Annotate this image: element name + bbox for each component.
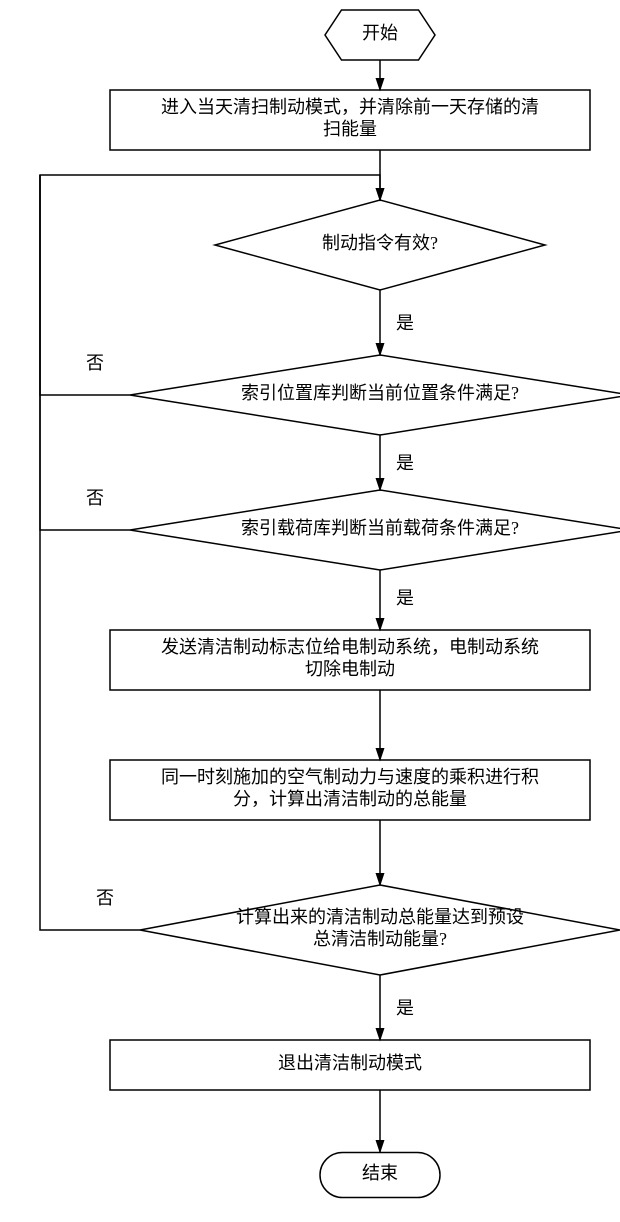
svg-text:制动指令有效?: 制动指令有效?: [322, 233, 438, 253]
edge-label-7: 是: [396, 998, 414, 1018]
svg-text:结束: 结束: [362, 1163, 398, 1183]
svg-text:总清洁制动能量?: 总清洁制动能量?: [313, 929, 447, 949]
svg-text:索引载荷库判断当前载荷条件满足?: 索引载荷库判断当前载荷条件满足?: [241, 518, 519, 538]
edge-label-11: 否: [96, 888, 114, 908]
edge-label-9: 否: [86, 353, 104, 373]
svg-text:发送清洁制动标志位给电制动系统，电制动系统: 发送清洁制动标志位给电制动系统，电制动系统: [161, 637, 539, 657]
svg-text:扫能量: 扫能量: [323, 119, 377, 139]
svg-text:同一时刻施加的空气制动力与速度的乘积进行积: 同一时刻施加的空气制动力与速度的乘积进行积: [161, 767, 539, 787]
svg-text:退出清洁制动模式: 退出清洁制动模式: [278, 1053, 422, 1073]
svg-text:计算出来的清洁制动总能量达到预设: 计算出来的清洁制动总能量达到预设: [236, 907, 524, 927]
edge-10: [40, 175, 130, 530]
edge-label-10: 否: [86, 488, 104, 508]
edge-label-2: 是: [396, 313, 414, 333]
svg-text:索引位置库判断当前位置条件满足?: 索引位置库判断当前位置条件满足?: [241, 383, 519, 403]
svg-text:进入当天清扫制动模式，并清除前一天存储的清: 进入当天清扫制动模式，并清除前一天存储的清: [161, 97, 539, 117]
edge-11: [40, 175, 140, 930]
edge-label-3: 是: [396, 453, 414, 473]
svg-text:切除电制动: 切除电制动: [305, 659, 395, 679]
svg-text:开始: 开始: [362, 23, 398, 43]
svg-text:分，计算出清洁制动的总能量: 分，计算出清洁制动的总能量: [233, 789, 467, 809]
edge-label-4: 是: [396, 588, 414, 608]
